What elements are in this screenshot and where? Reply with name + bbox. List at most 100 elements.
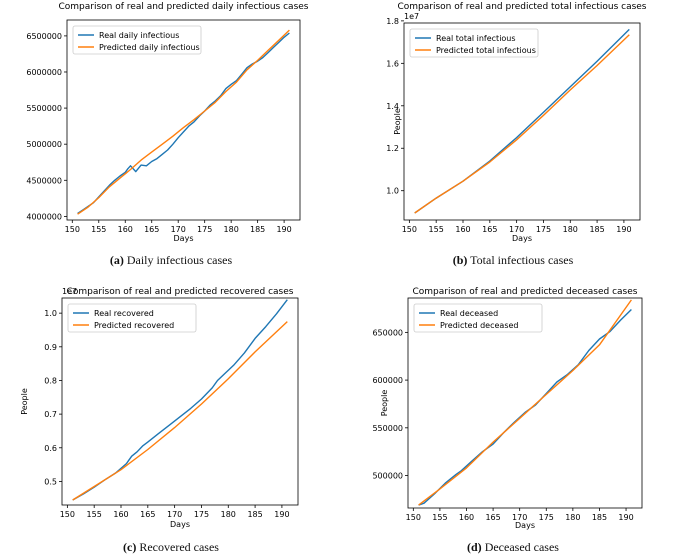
caption-text: Daily infectious cases [126,253,233,267]
chart-title: Comparison of real and predicted decease… [413,287,638,297]
y-axis-label: People [393,108,402,135]
x-tick-label: 150 [402,225,417,234]
x-tick-label: 190 [618,513,633,522]
chart-total-infectious: Comparison of real and predicted total i… [386,2,647,243]
x-tick-label: 190 [276,225,291,234]
series-line-real [418,309,632,506]
y-axis-label: People [20,388,29,415]
x-tick-label: 150 [60,510,75,519]
legend-box [409,28,539,58]
legend-box [67,303,197,333]
legend-label: Real deceased [440,309,498,318]
y-tick-label: 1.0 [386,187,399,196]
x-tick-label: 150 [65,225,80,234]
chart-panel-daily-infectious: Comparison of real and predicted daily i… [0,0,342,277]
caption-tag: (a) [109,253,124,267]
caption-text: Recovered cases [139,540,219,554]
chart-deceased: Comparison of real and predicted decease… [372,287,643,530]
y-tick-label: 5000000 [26,140,62,149]
legend-box [413,303,543,333]
legend-label: Predicted daily infectious [99,43,200,52]
x-tick-label: 155 [432,513,447,522]
x-tick-label: 170 [167,510,182,519]
caption: (d) Deceased cases [342,540,684,555]
x-tick-label: 160 [455,225,470,234]
caption: (a) Daily infectious cases [0,253,342,268]
caption-text: Total infectious cases [470,253,574,267]
x-tick-label: 175 [194,510,209,519]
x-tick-label: 165 [485,513,500,522]
chart-recovered: Comparison of real and predicted recover… [20,287,299,529]
y-tick-label: 1.8 [386,17,399,26]
x-axis-label: Days [174,234,194,243]
x-tick-label: 170 [509,225,524,234]
chart-panel-recovered: Comparison of real and predicted recover… [0,278,342,555]
x-tick-label: 170 [171,225,186,234]
y-tick-label: 6000000 [26,68,62,77]
x-tick-label: 155 [87,510,102,519]
axes-frame [403,22,641,221]
series-line-predicted [418,299,632,506]
y-tick-label: 0.9 [44,343,57,352]
y-tick-label: 650000 [372,328,403,337]
x-tick-label: 180 [565,513,580,522]
y-tick-label: 600000 [372,376,403,385]
chart-daily-infectious: Comparison of real and predicted daily i… [26,2,309,243]
chart-title: Comparison of real and predicted recover… [67,287,294,297]
axis-offset-label: 1e7 [404,12,419,21]
chart-panel-deceased: Comparison of real and predicted decease… [342,278,684,555]
x-tick-label: 185 [247,510,262,519]
legend-label: Real recovered [94,309,154,318]
y-axis-label: People [380,390,389,417]
y-tick-label: 500000 [372,472,403,481]
x-tick-label: 185 [592,513,607,522]
x-tick-label: 155 [429,225,444,234]
legend-label: Real daily infectious [99,31,179,40]
x-tick-label: 160 [118,225,133,234]
series-line-predicted [414,34,630,214]
x-tick-label: 175 [197,225,212,234]
y-tick-label: 0.7 [44,410,57,419]
series-line-predicted [72,321,288,501]
legend-label: Predicted total infectious [436,46,536,55]
x-axis-label: Days [170,520,190,529]
x-tick-label: 160 [459,513,474,522]
x-axis-label: Days [512,234,532,243]
caption-tag: (c) [123,540,137,554]
y-tick-label: 4000000 [26,212,62,221]
axes-frame [66,19,301,221]
chart-title: Comparison of real and predicted daily i… [59,2,309,12]
caption: (b) Total infectious cases [342,253,684,268]
x-tick-label: 165 [140,510,155,519]
legend-box [72,25,202,55]
legend-label: Predicted recovered [94,321,174,330]
y-tick-label: 1.2 [386,144,399,153]
caption-text: Deceased cases [484,540,559,554]
y-tick-label: 5500000 [26,104,62,113]
chart-title: Comparison of real and predicted total i… [397,2,646,12]
y-tick-label: 1.4 [386,102,399,111]
x-tick-label: 190 [274,510,289,519]
x-tick-label: 150 [406,513,421,522]
caption-tag: (b) [452,253,468,267]
x-tick-label: 190 [616,225,631,234]
x-tick-label: 170 [512,513,527,522]
x-tick-label: 165 [144,225,159,234]
x-tick-label: 180 [221,510,236,519]
x-tick-label: 175 [536,225,551,234]
x-tick-label: 165 [482,225,497,234]
x-tick-label: 160 [113,510,128,519]
x-tick-label: 185 [250,225,265,234]
legend-label: Real total infectious [436,34,516,43]
x-tick-label: 185 [589,225,604,234]
y-tick-label: 6500000 [26,32,62,41]
y-tick-label: 0.8 [44,376,57,385]
x-tick-label: 180 [563,225,578,234]
y-tick-label: 1.0 [44,309,57,318]
axis-offset-label: 1e7 [62,287,77,296]
x-tick-label: 180 [224,225,239,234]
x-axis-label: Days [515,521,535,530]
y-tick-label: 1.6 [386,59,399,68]
x-tick-label: 175 [539,513,554,522]
y-tick-label: 550000 [372,424,403,433]
